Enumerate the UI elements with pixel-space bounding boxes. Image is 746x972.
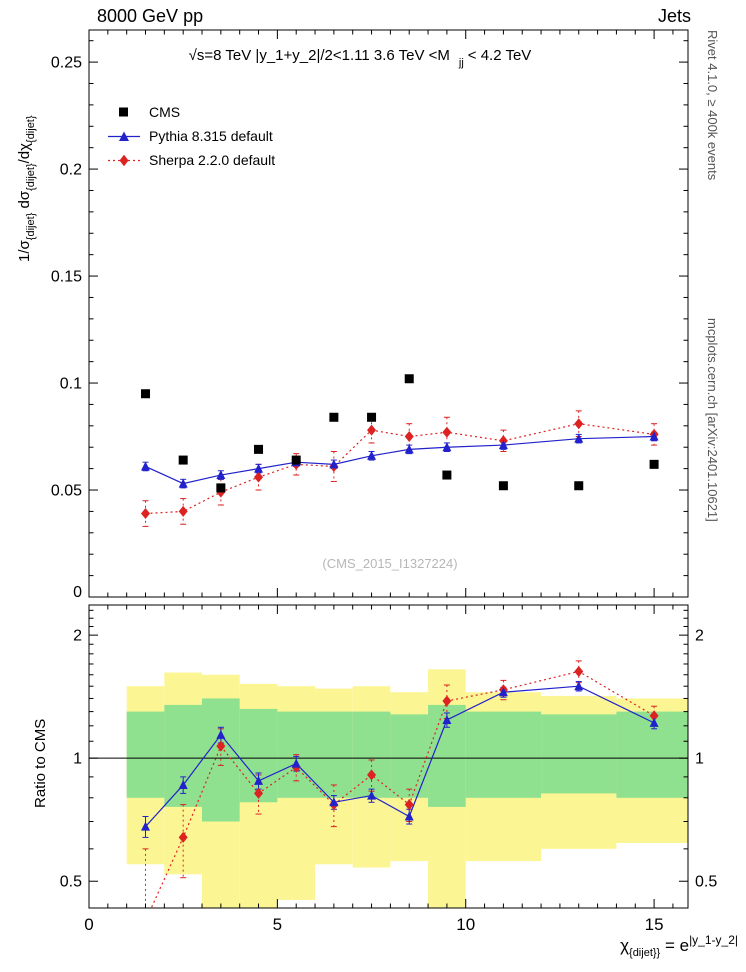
xlabel-chi: χ [620, 936, 630, 955]
ratio-frame [88, 604, 689, 909]
xlabel-eq: = e [660, 936, 690, 955]
analysis-id-watermark: (CMS_2015_I1327224) [322, 556, 458, 571]
green-band-bin [541, 714, 617, 794]
mcplots-reference-note: mcplots.cern.ch [arXiv:2401.10621] [705, 318, 720, 522]
green-band-bin [465, 711, 542, 798]
ylabel-s3: {dijet} [25, 115, 37, 143]
tick-label: 0.5 [695, 874, 717, 891]
pythia-triangle-marker-icon [106, 129, 142, 143]
tick-label: 1 [73, 751, 82, 768]
cut-text-subscript: jj [458, 57, 464, 69]
ylabel-p3: /dχ [16, 142, 33, 164]
legend-item-sherpa: Sherpa 2.2.0 default [106, 148, 275, 172]
plot-frames [88, 29, 689, 909]
tick-label: 0.2 [60, 162, 82, 179]
legend-label-pythia: Pythia 8.315 default [149, 128, 273, 144]
green-band-bin [126, 711, 165, 798]
green-band-bin [352, 711, 391, 798]
tick-label: 0.15 [51, 269, 82, 286]
tick-label: 1 [695, 751, 704, 768]
ylabel-s2: {dijet} [25, 163, 37, 191]
legend-label-sherpa: Sherpa 2.2.0 default [149, 152, 276, 168]
tick-label: 0.25 [51, 55, 82, 72]
legend-item-cms: CMS [106, 100, 275, 124]
ylabel-p1: 1/σ [16, 240, 33, 262]
cut-text-main: √s=8 TeV |y_1+y_2|/2<1.11 3.6 TeV <M [188, 47, 450, 64]
tick-label: 10 [456, 915, 475, 934]
cut-description: √s=8 TeV |y_1+y_2|/2<1.11 3.6 TeV <M jj < … [110, 47, 610, 69]
x-axis-label: χ{dijet}} = e|y_1-y_2| [620, 933, 738, 959]
ratio-y-axis-label: Ratio to CMS [32, 718, 49, 808]
tick-label: 0 [73, 584, 82, 601]
green-band-bin [315, 711, 353, 798]
tick-label: 0.1 [60, 376, 82, 393]
tick-label: 2 [73, 628, 82, 645]
tick-labels: 0 0.05 0.1 0.15 0.2 0.25 0.5 0.5 1 1 2 2 0 5 10 15 [51, 55, 717, 934]
analysis-title: Jets [657, 6, 691, 26]
main-frame [88, 29, 689, 598]
tick-label: 5 [273, 915, 282, 934]
sherpa-diamond-marker-icon [106, 153, 142, 167]
rivet-version-note: Rivet 4.1.0, ≥ 400k events [705, 30, 720, 181]
xlabel-sub: {dijet}} [629, 947, 661, 959]
ratio-series [141, 660, 659, 908]
uncertainty-bands [89, 669, 688, 908]
ylabel-p2: dσ [16, 190, 33, 213]
legend: CMS Pythia 8.315 default Sherpa 2.2.0 de… [106, 100, 275, 172]
cut-text-tail: < 4.2 TeV [467, 47, 532, 64]
ylabel-s1: {dijet} [25, 212, 37, 241]
tick-label: 15 [645, 915, 664, 934]
main-y-axis-label: 1/σ{dijet} dσ{dijet}/dχ{dijet} [16, 115, 37, 262]
xlabel-sup: |y_1-y_2| [689, 933, 738, 947]
beam-title: 8000 GeV pp [97, 6, 204, 26]
main-series [141, 374, 659, 527]
green-band-bin [390, 714, 429, 798]
cms-square-marker-icon [106, 105, 142, 119]
axis-ticks [88, 30, 688, 908]
legend-label-cms: CMS [149, 104, 181, 120]
tick-label: 0.05 [51, 483, 82, 500]
tick-label: 2 [695, 628, 704, 645]
legend-item-pythia: Pythia 8.315 default [106, 124, 275, 148]
tick-label: 0.5 [60, 874, 82, 891]
tick-label: 0 [84, 915, 93, 934]
